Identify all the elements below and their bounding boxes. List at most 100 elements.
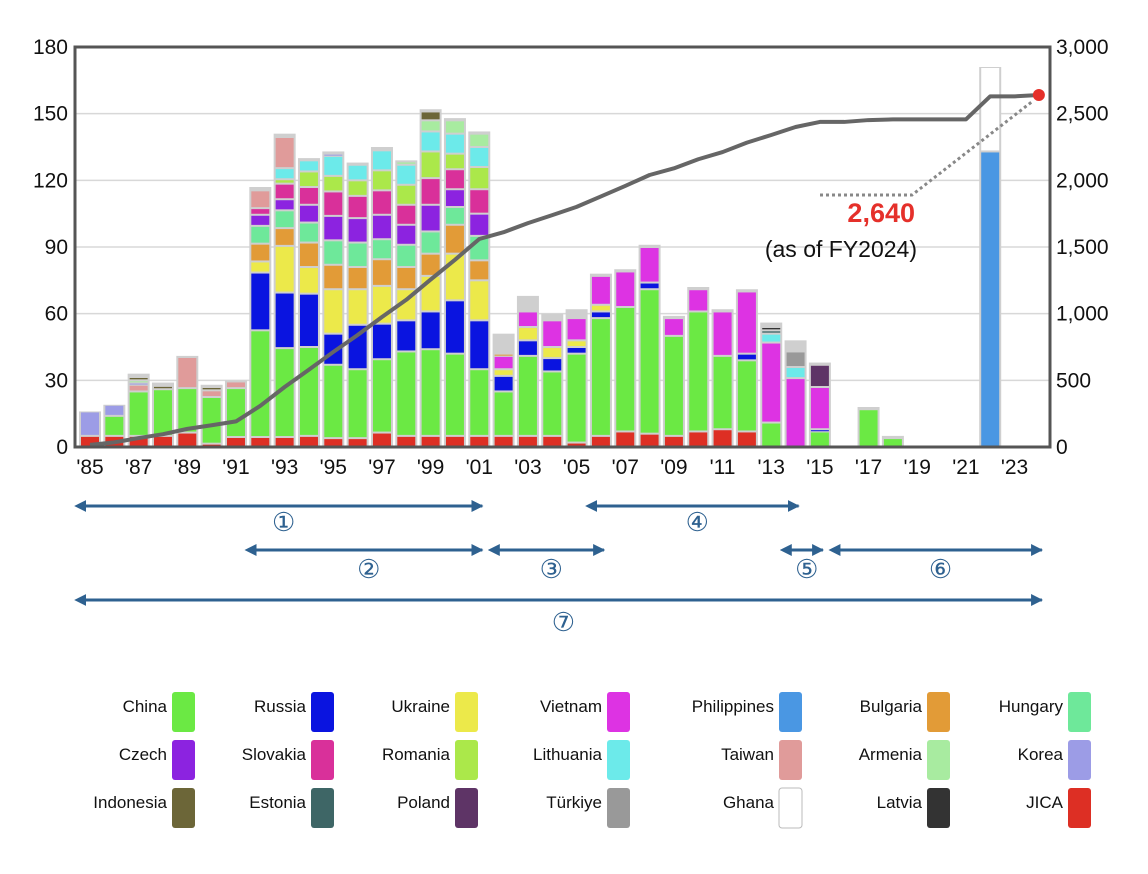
bar-segment-slovakia — [348, 196, 367, 218]
bar-segment-china — [737, 361, 756, 431]
bar-segment-russia — [567, 348, 586, 353]
legend-item-lithuania: Lithuania — [533, 740, 630, 780]
legend-label: Armenia — [859, 745, 923, 764]
bar-segment-jica — [421, 436, 440, 446]
x-tick-label: '89 — [174, 456, 201, 479]
bar-2022 — [979, 67, 1002, 447]
bar-segment-russia — [421, 312, 440, 349]
bar-segment-czech — [470, 214, 489, 235]
bar-segment-ukraine — [324, 290, 343, 333]
bar-segment-estonia — [762, 331, 781, 333]
bar-segment-lithuania — [445, 134, 464, 153]
bar-segment-korea — [81, 412, 99, 435]
bar-segment-ukraine — [299, 268, 318, 293]
bar-2009 — [662, 315, 685, 447]
bar-2000 — [443, 118, 466, 447]
bar-segment-china — [397, 352, 416, 435]
legend-label: Taiwan — [721, 745, 774, 764]
bar-segment-jica — [567, 443, 586, 446]
bar-segment-russia — [591, 312, 610, 318]
x-tick-label: '15 — [806, 456, 833, 479]
bar-segment-lithuania — [421, 132, 440, 151]
bar-segment-russia — [543, 359, 562, 371]
bar-segment-slovakia — [299, 188, 318, 204]
bar-segment-vietnam — [616, 272, 635, 306]
bar-segment-hungary — [445, 208, 464, 224]
bar-segment-hungary — [251, 226, 270, 243]
bar-segment-jica — [616, 432, 635, 446]
bar-segment-hungary — [421, 232, 440, 253]
bar-segment-jica — [445, 436, 464, 446]
bar-segment-ukraine — [348, 290, 367, 324]
bar-segment-vietnam — [713, 312, 732, 355]
bar-segment-czech — [299, 205, 318, 222]
bar-segment-slovakia — [470, 190, 489, 213]
bar-segment-slovakia — [397, 205, 416, 224]
bar-segment-taiwan — [226, 382, 245, 388]
axes: 0 30 60 90 120 150 180 0 500 1,000 1,500 2,000 2,500… — [33, 36, 1109, 479]
bar-segment-jica — [372, 433, 391, 446]
bar-segment-slovakia — [251, 209, 270, 214]
bar-segment-romania — [470, 168, 489, 189]
legend-swatch — [607, 740, 630, 780]
bar-segment-jica — [713, 430, 732, 446]
bar-segment-ukraine — [494, 370, 513, 375]
bar-2008 — [638, 244, 661, 447]
bar-segment-indonesia — [129, 378, 148, 380]
bar-segment-jica — [275, 438, 294, 446]
legend-swatch — [778, 787, 803, 829]
bar-segment-indonesia — [153, 386, 172, 389]
bar-segment-latvia — [762, 328, 781, 330]
bar-segment-czech — [275, 200, 294, 210]
left-tick-label: 30 — [45, 369, 68, 392]
bar-segment-vietnam — [494, 356, 513, 369]
bar-2002 — [492, 333, 515, 447]
bar-1994 — [297, 158, 320, 447]
legend-swatch — [607, 788, 630, 828]
bar-segment-ukraine — [275, 246, 294, 292]
legend-swatch — [172, 692, 195, 732]
period-label: ① — [272, 507, 295, 537]
bar-segment-vietnam — [810, 388, 829, 429]
bar-1995 — [322, 151, 345, 447]
bar-segment-taiwan — [129, 385, 148, 391]
bar-segment-bulgaria — [372, 260, 391, 285]
right-tick-label: 3,000 — [1056, 36, 1109, 59]
legend-label: Bulgaria — [860, 697, 923, 716]
legend-swatch — [311, 740, 334, 780]
left-tick-label: 90 — [45, 236, 68, 259]
bar-segment-indonesia — [421, 112, 440, 120]
x-tick-label: '11 — [710, 456, 736, 479]
bar-segment-ukraine — [470, 281, 489, 320]
legend-item-romania: Romania — [382, 740, 478, 780]
bar-segment-korea — [324, 154, 343, 156]
x-tick-label: '01 — [466, 456, 493, 479]
bar-segment-russia — [518, 341, 537, 355]
bar-2007 — [614, 269, 637, 447]
bar-segment-lithuania — [762, 334, 781, 342]
bar-segment-bulgaria — [275, 229, 294, 245]
bar-segment-hungary — [372, 240, 391, 259]
legend-swatch — [311, 788, 334, 828]
bar-segment-czech — [421, 205, 440, 231]
legend-item-china: China — [123, 692, 195, 732]
legend-swatch — [455, 788, 478, 828]
bar-1998 — [395, 160, 418, 448]
bar-segment-jica — [494, 436, 513, 446]
bar-segment-jica — [518, 436, 537, 446]
bar-segment-lithuania — [786, 368, 805, 378]
legend-swatch — [779, 692, 802, 732]
x-tick-label: '97 — [368, 456, 395, 479]
legend-label: Hungary — [999, 697, 1064, 716]
bar-segment-russia — [737, 354, 756, 360]
bar-segment-armenia — [470, 134, 489, 146]
legend-swatch — [1068, 740, 1091, 780]
bar-segment-vietnam — [737, 292, 756, 353]
bar-segment-lithuania — [470, 148, 489, 166]
bar-segment-china — [689, 312, 708, 431]
bar-segment-romania — [397, 185, 416, 204]
cumulative-line — [89, 89, 1045, 447]
bar-segment-lithuania — [299, 161, 318, 171]
bar-segment-bulgaria — [348, 268, 367, 289]
bar-segment-korea — [105, 405, 124, 415]
